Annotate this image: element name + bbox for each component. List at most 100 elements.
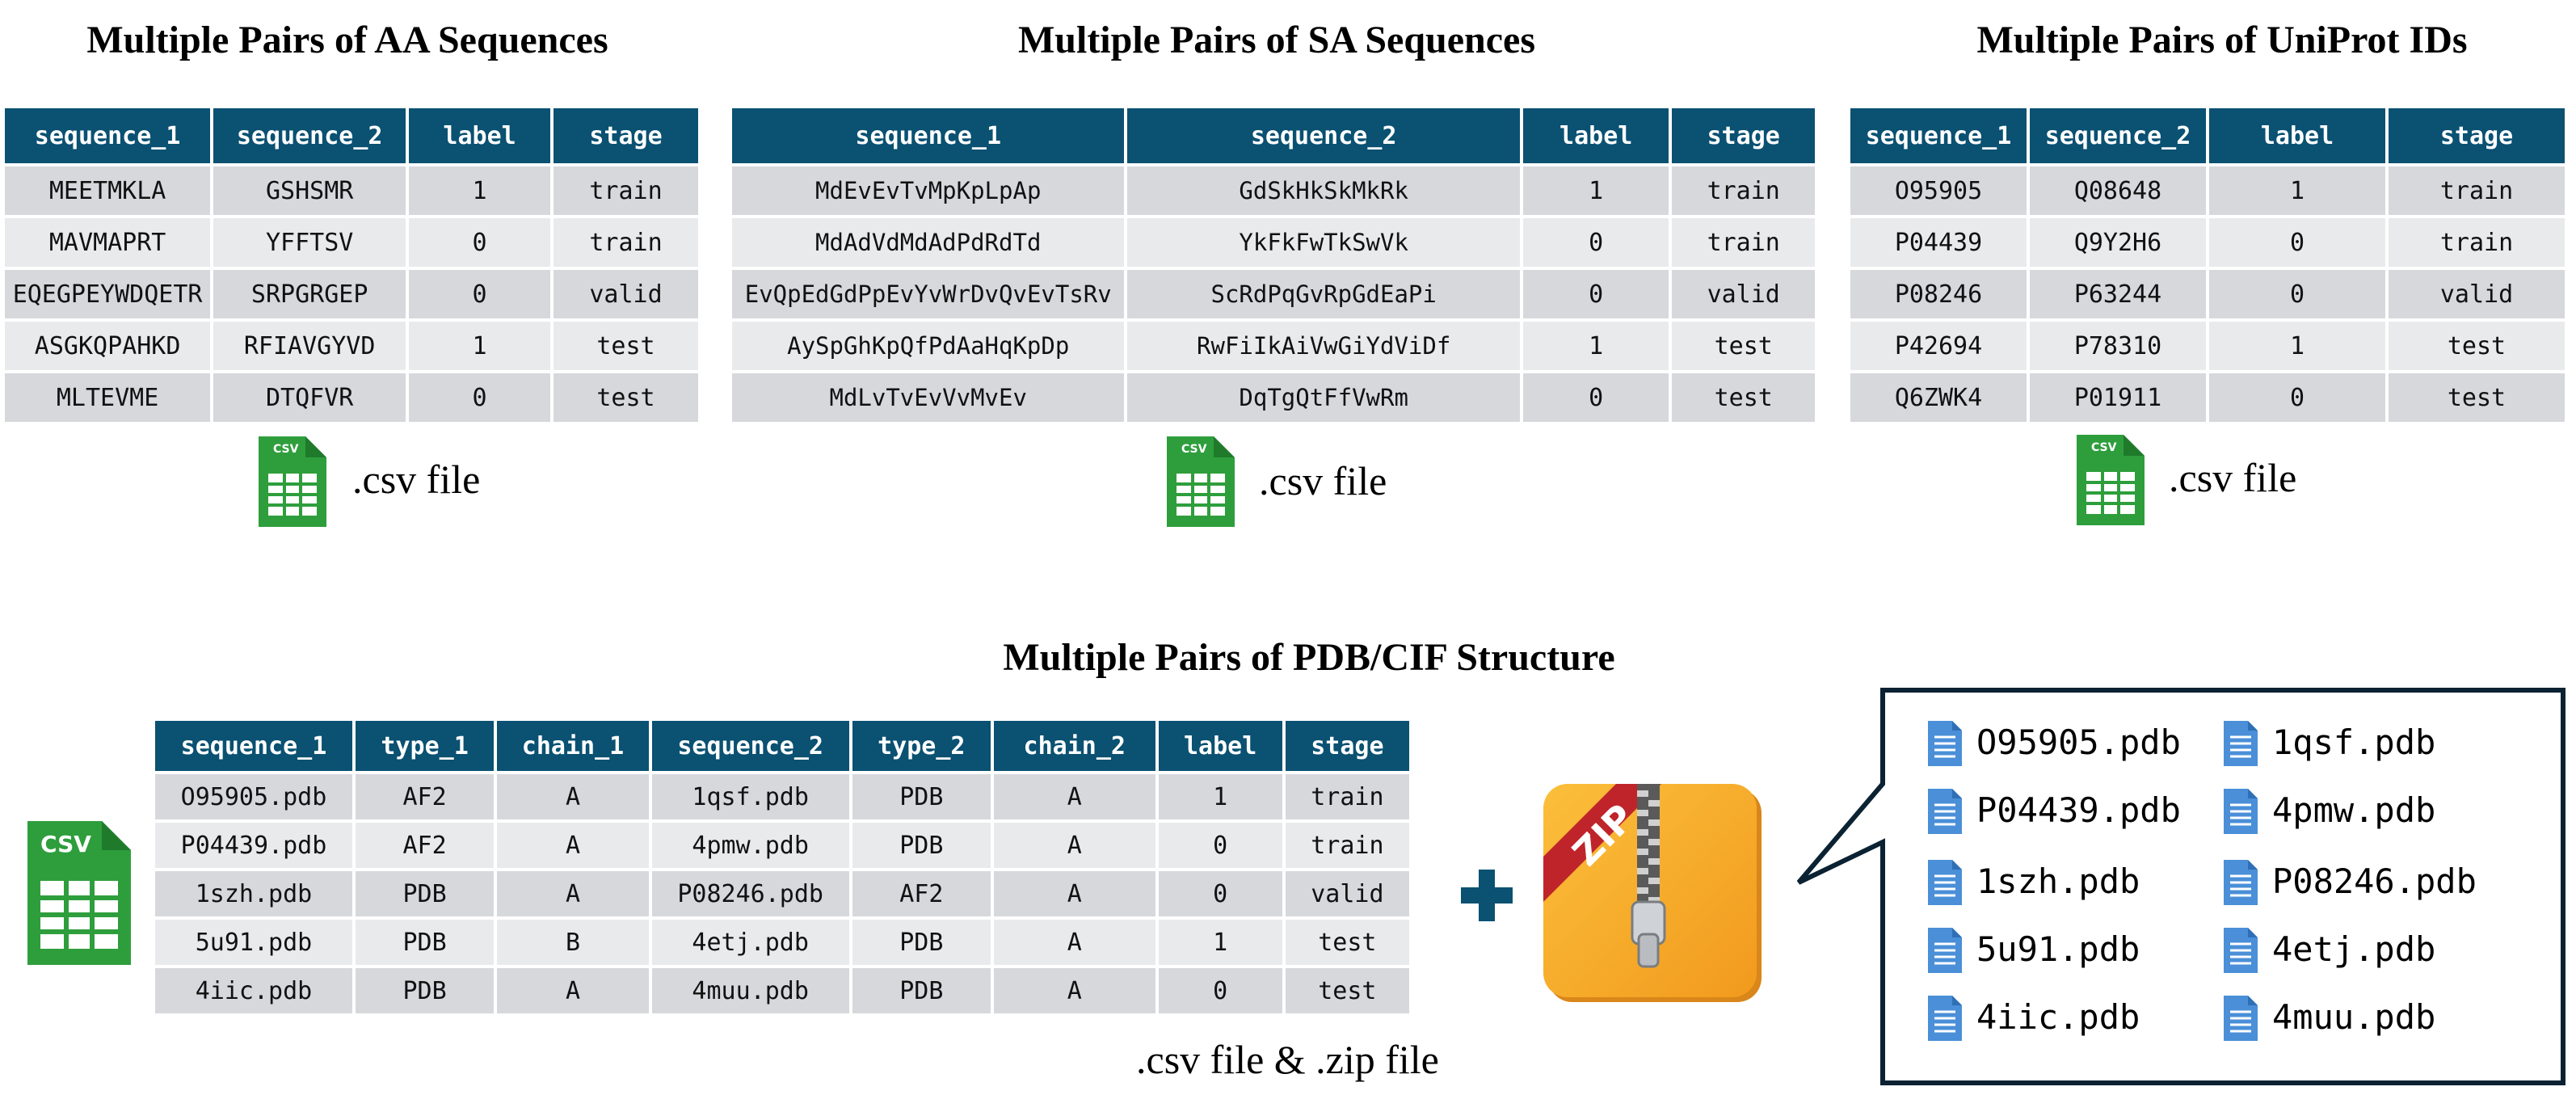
table-cell: 1szh.pdb	[155, 871, 352, 916]
document-icon	[1928, 721, 1962, 766]
table-cell: 0	[1158, 871, 1282, 916]
file-name: O95905.pdb	[1976, 722, 2181, 762]
table-cell: GdSkHkSkMkRk	[1127, 166, 1520, 215]
table-cell: P01911	[2030, 373, 2206, 422]
table-cell: ScRdPqGvRpGdEaPi	[1127, 270, 1520, 318]
table-cell: A	[993, 823, 1155, 868]
table-cell: test	[554, 322, 698, 370]
document-icon	[1928, 789, 1962, 834]
table-cell: RFIAVGYVD	[213, 322, 406, 370]
table-cell: AF2	[852, 871, 991, 916]
table-cell: train	[554, 218, 698, 267]
table-cell: A	[993, 968, 1155, 1013]
table-cell: P42694	[1850, 322, 2027, 370]
table-cell: 0	[409, 218, 551, 267]
table-cell: 0	[2209, 218, 2385, 267]
column-header: sequence_1	[1850, 108, 2027, 163]
table-cell: MdEvEvTvMpKpLpAp	[732, 166, 1125, 215]
table-cell: 0	[1522, 218, 1669, 267]
table-cell: MEETMKLA	[5, 166, 211, 215]
table-cell: P78310	[2030, 322, 2206, 370]
file-name: P04439.pdb	[1976, 790, 2181, 830]
pdb-table: sequence_1 type_1 chain_1 sequence_2 type_2 c…	[152, 718, 1412, 1017]
column-header: type_1	[355, 721, 495, 771]
table-row: O95905.pdb AF2 A 1qsf.pdb PDB A 1 train	[155, 774, 1409, 819]
column-header: label	[1158, 721, 1282, 771]
table-cell: YFFTSV	[213, 218, 406, 267]
table-cell: 4pmw.pdb	[651, 823, 849, 868]
table-cell: 1	[1158, 774, 1282, 819]
table-cell: MAVMAPRT	[5, 218, 211, 267]
table-cell: DTQFVR	[213, 373, 406, 422]
column-header: type_2	[852, 721, 991, 771]
table-cell: valid	[554, 270, 698, 318]
table-cell: A	[497, 968, 649, 1013]
table-cell: YkFkFwTkSwVk	[1127, 218, 1520, 267]
table-row: MEETMKLA GSHSMR 1 train	[5, 166, 698, 215]
csv-label: CSV	[2091, 441, 2117, 454]
table-row: EvQpEdGdPpEvYvWrDvQvEvTsRv ScRdPqGvRpGdEa…	[732, 270, 1815, 318]
table-row: P04439 Q9Y2H6 0 train	[1850, 218, 2565, 267]
table-cell: valid	[1672, 270, 1815, 318]
table-cell: MdLvTvEvVvMvEv	[732, 373, 1125, 422]
table-cell: RwFiIkAiVwGiYdViDf	[1127, 322, 1520, 370]
column-header: sequence_1	[155, 721, 352, 771]
file-name: 1szh.pdb	[1976, 861, 2140, 901]
table-cell: EQEGPEYWDQETR	[5, 270, 211, 318]
file-name: P08246.pdb	[2272, 861, 2477, 901]
table-row: MdLvTvEvVvMvEv DqTgQtFfVwRm 0 test	[732, 373, 1815, 422]
document-icon	[1928, 996, 1962, 1041]
table-cell: PDB	[852, 823, 991, 868]
csv-label: CSV	[40, 831, 91, 857]
table-cell: Q9Y2H6	[2030, 218, 2206, 267]
column-header: stage	[1285, 721, 1409, 771]
document-icon	[2224, 789, 2258, 834]
table-cell: P04439	[1850, 218, 2027, 267]
table-cell: 1	[1522, 322, 1669, 370]
uniprot-caption: .csv file	[2169, 455, 2297, 500]
document-icon	[2224, 928, 2258, 973]
table-cell: MdAdVdMdAdPdRdTd	[732, 218, 1125, 267]
table-cell: O95905	[1850, 166, 2027, 215]
table-cell: valid	[2389, 270, 2565, 318]
table-cell: train	[1285, 823, 1409, 868]
table-cell: PDB	[355, 968, 495, 1013]
file-name: 4iic.pdb	[1976, 997, 2140, 1037]
column-header: sequence_1	[732, 108, 1125, 163]
table-cell: 0	[2209, 373, 2385, 422]
column-header: sequence_2	[1127, 108, 1520, 163]
table-cell: A	[993, 774, 1155, 819]
column-header: label	[409, 108, 551, 163]
table-cell: 0	[409, 373, 551, 422]
column-header: label	[2209, 108, 2385, 163]
table-cell: O95905.pdb	[155, 774, 352, 819]
table-cell: 1	[1522, 166, 1669, 215]
table-cell: 5u91.pdb	[155, 920, 352, 965]
table-cell: 4iic.pdb	[155, 968, 352, 1013]
table-row: MLTEVME DTQFVR 0 test	[5, 373, 698, 422]
file-name: 4muu.pdb	[2272, 997, 2436, 1037]
table-row: P42694 P78310 1 test	[1850, 322, 2565, 370]
table-cell: MLTEVME	[5, 373, 211, 422]
zip-archive-icon: ZIP	[1543, 784, 1762, 1002]
file-name: 4pmw.pdb	[2272, 790, 2436, 830]
table-cell: 0	[1522, 270, 1669, 318]
table-cell: PDB	[355, 871, 495, 916]
table-cell: train	[1672, 166, 1815, 215]
table-row: 4iic.pdb PDB A 4muu.pdb PDB A 0 test	[155, 968, 1409, 1013]
table-cell: 4muu.pdb	[651, 968, 849, 1013]
table-row: P08246 P63244 0 valid	[1850, 270, 2565, 318]
uniprot-table: sequence_1 sequence_2 label stage O95905 Q08…	[1847, 105, 2568, 425]
table-cell: 1	[409, 322, 551, 370]
table-cell: train	[1285, 774, 1409, 819]
plus-icon	[1461, 870, 1513, 921]
file-name: 1qsf.pdb	[2272, 722, 2436, 762]
table-cell: A	[497, 774, 649, 819]
document-icon	[2224, 860, 2258, 905]
table-cell: 1	[1158, 920, 1282, 965]
csv-file-icon: CSV	[2077, 435, 2145, 525]
table-cell: train	[2389, 218, 2565, 267]
table-cell: PDB	[852, 920, 991, 965]
column-header: stage	[1672, 108, 1815, 163]
table-cell: 0	[1522, 373, 1669, 422]
